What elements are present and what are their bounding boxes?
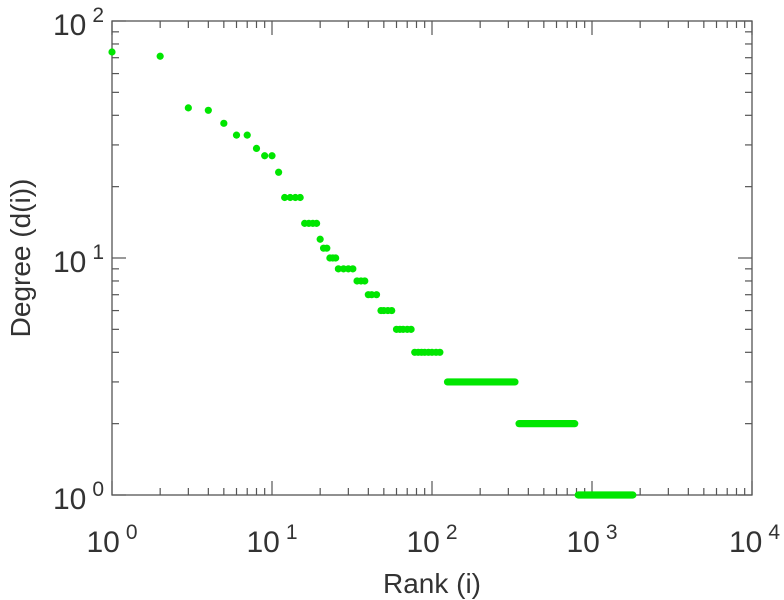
x-tick-label: 10 3 xyxy=(566,521,617,559)
data-point xyxy=(108,48,116,56)
data-point xyxy=(334,265,342,273)
data-point xyxy=(232,131,241,139)
x-axis-label: Rank (i) xyxy=(383,568,481,599)
data-point xyxy=(296,193,304,202)
data-point xyxy=(372,291,381,299)
data-point xyxy=(281,193,289,202)
data-point xyxy=(361,277,369,285)
plot-frame xyxy=(111,20,753,496)
data-point xyxy=(275,168,283,176)
data-point xyxy=(313,219,321,227)
data-point xyxy=(252,144,261,153)
y-axis-label: Degree (d(i)) xyxy=(5,179,36,338)
data-point xyxy=(286,193,294,202)
data-point xyxy=(436,348,444,356)
data-point xyxy=(220,119,228,127)
x-tick-label: 10 2 xyxy=(406,521,457,559)
tick-labels: 10 0 10 1 10 2 10 3 10 4 10 0 10 1 10 2 xyxy=(53,4,780,559)
data-point xyxy=(184,104,192,112)
data-point xyxy=(261,152,269,160)
data-point xyxy=(204,106,212,114)
x-tick-label: 10 1 xyxy=(246,521,297,559)
data-points xyxy=(108,48,637,499)
data-point xyxy=(243,131,251,139)
y-tick-label: 10 1 xyxy=(53,241,104,279)
data-point xyxy=(349,265,357,273)
x-tick-label: 10 0 xyxy=(86,521,137,559)
data-point xyxy=(407,325,415,333)
y-tick-label: 10 0 xyxy=(53,478,104,516)
axis-ticks xyxy=(111,20,753,496)
x-tick-label: 10 4 xyxy=(729,521,780,559)
data-point xyxy=(323,244,331,252)
data-point xyxy=(316,235,324,243)
data-point xyxy=(268,152,276,160)
data-point xyxy=(388,306,396,315)
data-point xyxy=(156,52,164,60)
data-point xyxy=(332,254,340,262)
y-tick-label: 10 2 xyxy=(53,4,104,42)
